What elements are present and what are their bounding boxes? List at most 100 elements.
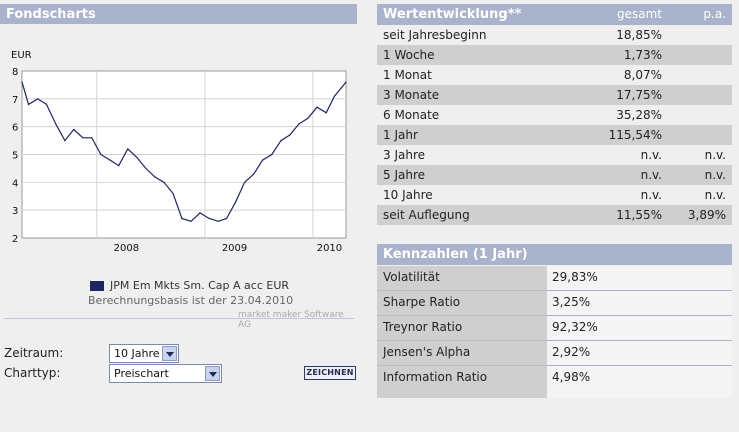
row-pa: n.v. (704, 188, 726, 202)
row-gesamt: n.v. (640, 148, 662, 162)
price-chart: EUR 2 3 4 5 6 7 8 2008 2009 2010 (11, 50, 347, 254)
row-label: Information Ratio (383, 370, 488, 384)
data-point (190, 220, 192, 222)
data-point (37, 98, 39, 100)
data-point (289, 134, 291, 136)
row-gesamt: 17,75% (616, 88, 662, 102)
row-label: 1 Jahr (383, 128, 418, 142)
y-tick-label: 2 (12, 234, 18, 245)
data-point (27, 103, 30, 105)
row-gesamt: 8,07% (623, 68, 662, 82)
row-gesamt: 11,55% (616, 208, 662, 222)
row-gesamt: n.v. (640, 168, 662, 182)
row-divider (547, 290, 732, 291)
row-gesamt: 18,85% (616, 28, 662, 42)
y-tick-label: 6 (12, 123, 18, 134)
row-divider (377, 365, 547, 366)
data-point (345, 81, 347, 83)
row-label: 3 Monate (383, 88, 440, 102)
row-label: 10 Jahre (383, 188, 433, 202)
fondscharts-title: Fondscharts (6, 7, 96, 22)
table-row: 5 Jahre n.v. n.v. (377, 165, 732, 185)
data-point (163, 181, 165, 183)
row-label: 5 Jahre (383, 168, 425, 182)
row-pa: n.v. (704, 148, 726, 162)
data-point (244, 181, 246, 183)
col-gesamt-header: gesamt (617, 7, 662, 21)
zeichnen-button[interactable]: ZEICHNEN (304, 366, 356, 380)
y-tick-label: 8 (12, 67, 18, 78)
y-tick-label: 3 (12, 206, 18, 217)
data-point (127, 148, 129, 150)
row-value: 92,32% (552, 320, 598, 334)
data-point (199, 212, 201, 214)
data-point (325, 112, 327, 114)
credit-text: market maker Software AG (238, 310, 344, 330)
data-point (21, 81, 23, 83)
charttyp-label: Charttyp: (4, 366, 61, 380)
row-value: 2,92% (552, 345, 591, 359)
row-divider (547, 340, 732, 341)
row-divider (547, 315, 732, 316)
y-tick-label: 7 (12, 95, 18, 106)
data-point (225, 217, 228, 220)
basis-text: Berechnungsbasis ist der 23.04.2010 (88, 294, 294, 307)
row-label: seit Jahresbeginn (383, 28, 487, 42)
charttyp-select[interactable]: Preischart (109, 364, 222, 383)
row-label: 1 Woche (383, 48, 435, 62)
row-value: 3,25% (552, 295, 591, 309)
chevron-down-icon[interactable] (205, 366, 220, 381)
table-row: Jensen's Alpha 2,92% (377, 341, 732, 366)
x-tick-label: 2008 (114, 243, 139, 254)
data-point (235, 201, 237, 203)
col-pa-header: p.a. (703, 7, 726, 21)
row-value: 29,83% (552, 270, 598, 284)
data-point (298, 123, 300, 125)
data-point (333, 95, 336, 97)
table-row: 6 Monate 35,28% (377, 105, 732, 125)
zeitraum-label: Zeitraum: (4, 346, 64, 360)
row-label: Jensen's Alpha (383, 345, 471, 359)
table-row: 1 Jahr 115,54% (377, 125, 732, 145)
table-row: Treynor Ratio 92,32% (377, 316, 732, 341)
data-point (82, 137, 84, 139)
data-point (91, 137, 93, 139)
table-row: 10 Jahre n.v. n.v. (377, 185, 732, 205)
chevron-down-icon[interactable] (162, 346, 177, 361)
row-label: Sharpe Ratio (383, 295, 461, 309)
data-point (100, 153, 102, 156)
table-row: seit Jahresbeginn 18,85% (377, 25, 732, 45)
data-point (64, 139, 66, 142)
legend-swatch (90, 280, 104, 291)
row-label: 3 Jahre (383, 148, 425, 162)
row-label: 6 Monate (383, 108, 440, 122)
row-divider (547, 365, 732, 366)
row-label: Volatilität (383, 270, 440, 284)
data-point (154, 176, 156, 178)
table-row: 1 Woche 1,73% (377, 45, 732, 65)
table-row: Information Ratio 4,98% (377, 366, 732, 391)
row-gesamt: 1,73% (623, 48, 662, 62)
y-tick-label: 5 (12, 151, 18, 162)
table-row: 1 Monat 8,07% (377, 65, 732, 85)
data-point (271, 153, 273, 156)
separator (4, 318, 354, 319)
chart-legend: JPM Em Mkts Sm. Cap A acc EUR (90, 279, 289, 292)
row-label: 1 Monat (383, 68, 432, 82)
row-gesamt: 115,54% (608, 128, 662, 142)
data-point (307, 117, 309, 119)
legend-label: JPM Em Mkts Sm. Cap A acc EUR (110, 279, 290, 292)
wertentwicklung-header: Wertentwicklung** gesamt p.a. (377, 4, 732, 25)
data-point (109, 159, 111, 161)
table-row: Sharpe Ratio 3,25% (377, 291, 732, 316)
x-tick-label: 2010 (317, 243, 342, 254)
charttyp-value: Preischart (114, 367, 169, 380)
zeitraum-select[interactable]: 10 Jahre (109, 344, 179, 363)
row-pa: n.v. (704, 168, 726, 182)
data-point (217, 220, 219, 222)
data-point (172, 192, 174, 195)
kennzahlen-title: Kennzahlen (1 Jahr) (383, 247, 528, 262)
x-tick-label: 2009 (222, 243, 247, 254)
kennzahlen-label-column (377, 266, 547, 398)
zeitraum-value: 10 Jahre (114, 347, 160, 360)
